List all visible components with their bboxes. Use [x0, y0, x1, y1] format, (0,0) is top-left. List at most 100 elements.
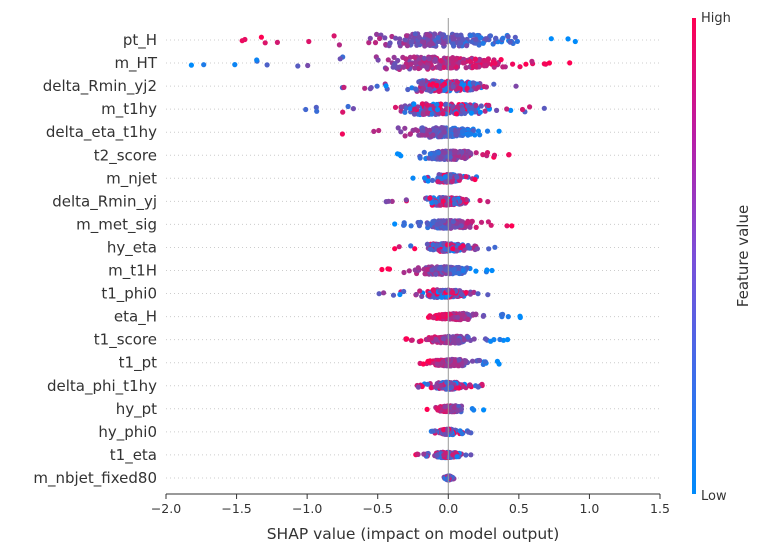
- shap-point: [458, 406, 464, 412]
- shap-point: [314, 108, 320, 114]
- shap-point: [430, 155, 436, 161]
- shap-point: [425, 178, 431, 184]
- shap-point: [416, 34, 422, 40]
- shap-point: [484, 128, 491, 134]
- shap-point: [421, 149, 427, 155]
- shap-point: [478, 219, 485, 225]
- feature-row-m-nbjet-fixed80: m_nbjet_fixed80: [33, 469, 660, 488]
- shap-point: [427, 151, 433, 157]
- feature-label: eta_H: [114, 308, 157, 327]
- shap-point: [477, 109, 483, 115]
- shap-point: [460, 36, 466, 43]
- shap-point: [430, 428, 436, 434]
- shap-point: [379, 266, 385, 273]
- x-tick-label: 1.0: [579, 501, 599, 516]
- shap-point: [473, 36, 479, 42]
- feature-label: m_HT: [114, 54, 157, 73]
- shap-point: [417, 288, 423, 294]
- shap-point: [468, 452, 474, 458]
- shap-point: [458, 223, 464, 229]
- shap-point: [494, 358, 500, 364]
- shap-point: [366, 40, 372, 46]
- shap-point: [548, 36, 554, 42]
- shap-point: [445, 287, 451, 293]
- shap-point: [421, 86, 427, 92]
- shap-point: [451, 196, 457, 202]
- shap-point: [412, 60, 418, 66]
- shap-point: [440, 427, 447, 433]
- shap-point: [336, 42, 342, 48]
- shap-point: [381, 290, 387, 296]
- shap-point: [434, 82, 440, 89]
- shap-point: [459, 128, 466, 135]
- x-tick-label: 1.5: [650, 501, 670, 516]
- shap-point: [449, 289, 456, 295]
- shap-point: [464, 220, 470, 226]
- shap-point: [527, 104, 533, 110]
- shap-point: [440, 198, 446, 204]
- shap-point: [331, 33, 337, 39]
- feature-row-m-t1h: m_t1H: [108, 262, 660, 281]
- shap-point: [427, 127, 433, 133]
- shap-point: [454, 104, 461, 110]
- shap-point: [505, 337, 511, 343]
- shap-point: [306, 38, 312, 45]
- shap-point: [425, 37, 431, 43]
- shap-point: [390, 292, 397, 298]
- shap-point: [453, 450, 459, 456]
- shap-point: [392, 246, 398, 252]
- x-axis-ticks: −2.0 −1.5 −1.0 −0.5 0.0 0.5 1.0 1.5: [151, 494, 670, 516]
- shap-point: [470, 80, 476, 86]
- shap-point: [454, 454, 460, 460]
- shap-point: [451, 266, 457, 272]
- shap-point: [435, 179, 441, 185]
- shap-point: [473, 268, 479, 274]
- shap-point: [391, 62, 397, 68]
- shap-point: [460, 107, 466, 113]
- feature-row-m-ht: m_HT: [114, 54, 660, 73]
- shap-point: [426, 292, 432, 298]
- shap-point: [413, 291, 419, 298]
- shap-point: [403, 56, 409, 62]
- shap-point: [400, 64, 406, 70]
- shap-point: [427, 195, 433, 201]
- shap-point: [418, 81, 424, 87]
- shap-point: [572, 38, 578, 45]
- shap-point: [475, 384, 481, 390]
- shap-point: [446, 202, 452, 208]
- feature-label: m_t1hy: [101, 100, 157, 119]
- shap-point: [403, 33, 410, 39]
- shap-point: [442, 404, 448, 410]
- shap-point: [419, 39, 426, 45]
- feature-row-m-njet: m_njet: [106, 169, 660, 188]
- shap-point: [458, 245, 464, 251]
- shap-point: [424, 406, 430, 412]
- feature-row-eta-h: eta_H: [114, 308, 660, 327]
- shap-point: [484, 150, 491, 156]
- shap-point: [386, 198, 392, 204]
- shap-point: [449, 384, 455, 390]
- shap-point: [403, 105, 409, 111]
- shap-point: [429, 267, 435, 273]
- feature-row-t1-pt: t1_pt: [119, 354, 660, 373]
- shap-point: [453, 111, 459, 117]
- shap-point: [372, 40, 379, 46]
- shap-point: [467, 131, 474, 137]
- shap-point: [454, 32, 460, 38]
- shap-point: [467, 150, 473, 156]
- shap-point: [479, 381, 485, 387]
- shap-point: [438, 382, 444, 388]
- shap-point: [254, 57, 260, 63]
- shap-point: [404, 43, 410, 49]
- shap-point: [500, 64, 506, 70]
- shap-point: [429, 200, 435, 206]
- shap-point: [472, 40, 478, 46]
- shap-point: [455, 363, 461, 369]
- shap-point: [412, 65, 418, 71]
- shap-point: [201, 62, 207, 68]
- feature-label: pt_H: [123, 31, 157, 50]
- shap-point: [433, 383, 439, 389]
- shap-point: [449, 179, 455, 185]
- shap-point: [403, 197, 409, 203]
- shap-point: [498, 57, 504, 63]
